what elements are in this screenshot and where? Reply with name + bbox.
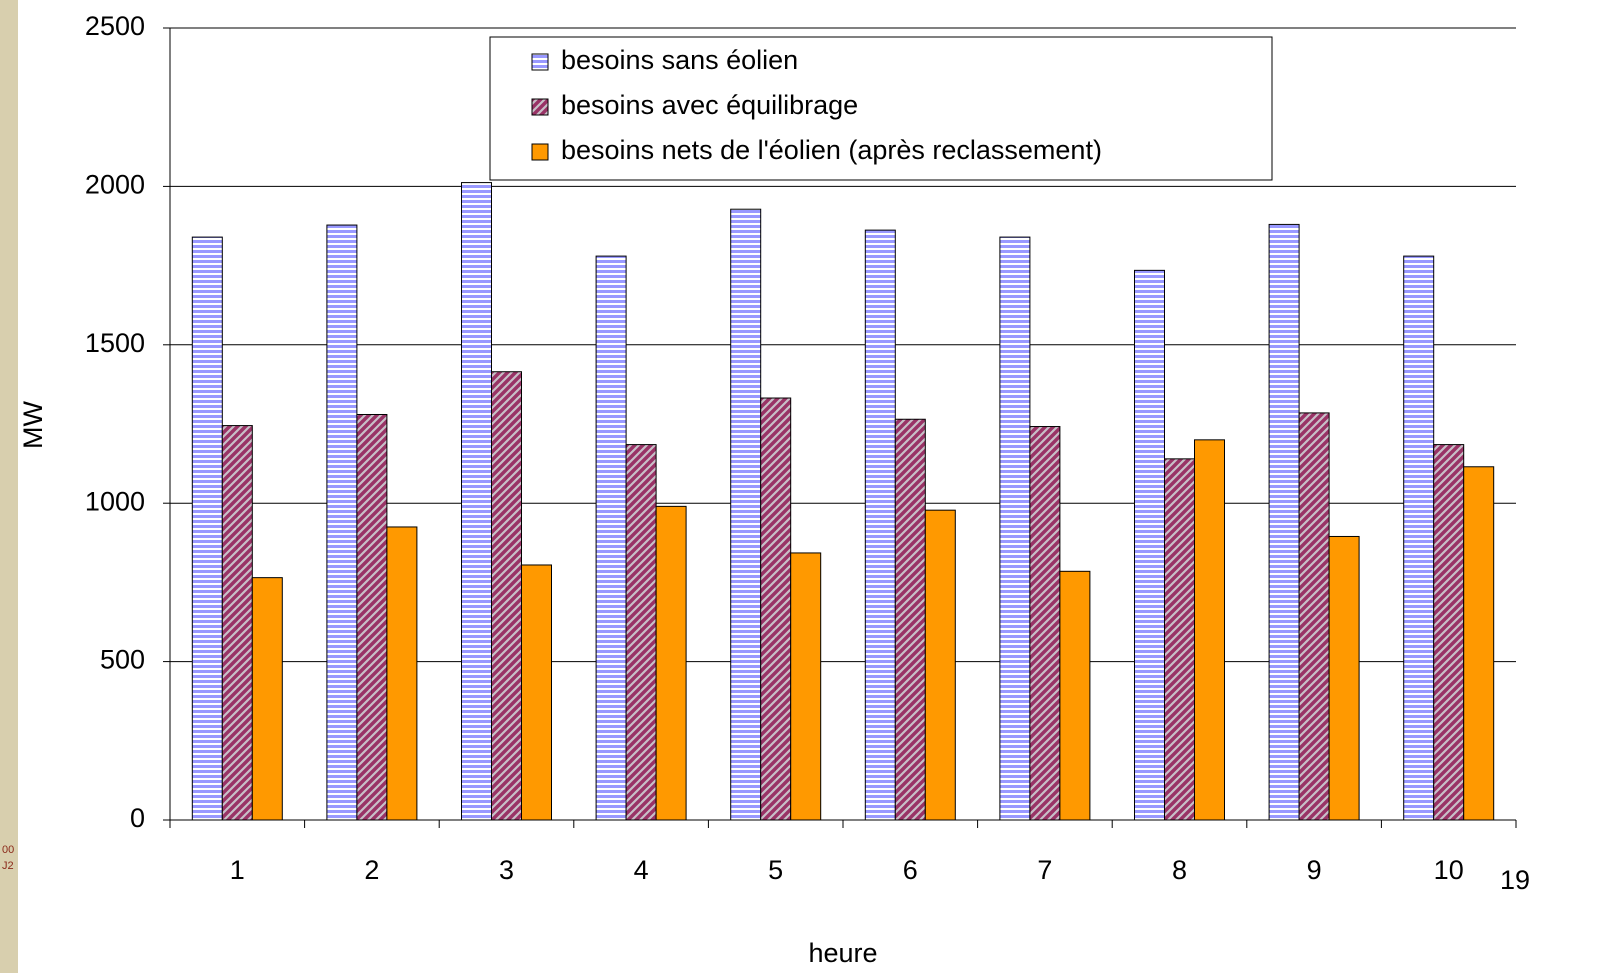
bar	[1059, 570, 1091, 821]
side-strip	[0, 0, 18, 973]
bar	[521, 564, 552, 821]
legend-label: besoins sans éolien	[561, 45, 798, 75]
bar	[251, 577, 283, 821]
legend-label: besoins nets de l'éolien (après reclasse…	[561, 135, 1102, 165]
legend-marker	[531, 143, 549, 161]
bar	[386, 526, 418, 821]
x-tick-label: 2	[364, 855, 379, 885]
bar	[1164, 458, 1195, 821]
y-tick-label: 2000	[85, 170, 145, 200]
bar	[924, 509, 956, 821]
legend-label: besoins avec équilibrage	[561, 90, 858, 120]
bar	[864, 229, 896, 821]
bar	[1194, 439, 1225, 821]
bar	[461, 182, 492, 821]
bar	[326, 224, 358, 821]
x-tick-label: 7	[1037, 855, 1052, 885]
bar	[1298, 412, 1330, 821]
x-tick-label: 4	[634, 855, 649, 885]
x-axis-label: heure	[808, 938, 877, 968]
y-axis-label: MW	[18, 401, 48, 449]
bar	[491, 371, 522, 821]
side-text: J2	[2, 860, 14, 872]
bar	[1463, 466, 1495, 821]
bar	[1433, 444, 1465, 821]
x-tick-label: 3	[499, 855, 514, 885]
bar	[1134, 269, 1165, 821]
bar	[595, 255, 627, 821]
bar	[790, 552, 822, 821]
x-tick-label: 10	[1434, 855, 1464, 885]
y-tick-label: 0	[130, 803, 145, 833]
legend-marker	[531, 98, 549, 116]
side-text: 00	[2, 844, 14, 856]
bar	[356, 413, 388, 821]
x-tick-label: 9	[1307, 855, 1322, 885]
x-tick-label: 6	[903, 855, 918, 885]
bar	[999, 236, 1031, 821]
page-number: 19	[1500, 865, 1530, 895]
bar	[655, 505, 687, 821]
bar	[1268, 223, 1300, 821]
y-tick-label: 1000	[85, 486, 145, 516]
bar	[1029, 426, 1061, 821]
x-tick-label: 5	[768, 855, 783, 885]
y-tick-label: 500	[100, 645, 145, 675]
legend-box	[489, 36, 1273, 181]
x-tick-label: 8	[1172, 855, 1187, 885]
bar	[760, 397, 792, 821]
y-tick-label: 1500	[85, 328, 145, 358]
y-tick-label: 2500	[85, 11, 145, 41]
bar	[625, 444, 657, 821]
bar	[730, 208, 762, 821]
bar	[221, 425, 253, 821]
bar	[1403, 255, 1435, 821]
bar	[191, 236, 223, 821]
bar	[1328, 535, 1360, 821]
bar	[894, 418, 926, 821]
legend-marker	[531, 53, 549, 71]
x-tick-label: 1	[230, 855, 245, 885]
